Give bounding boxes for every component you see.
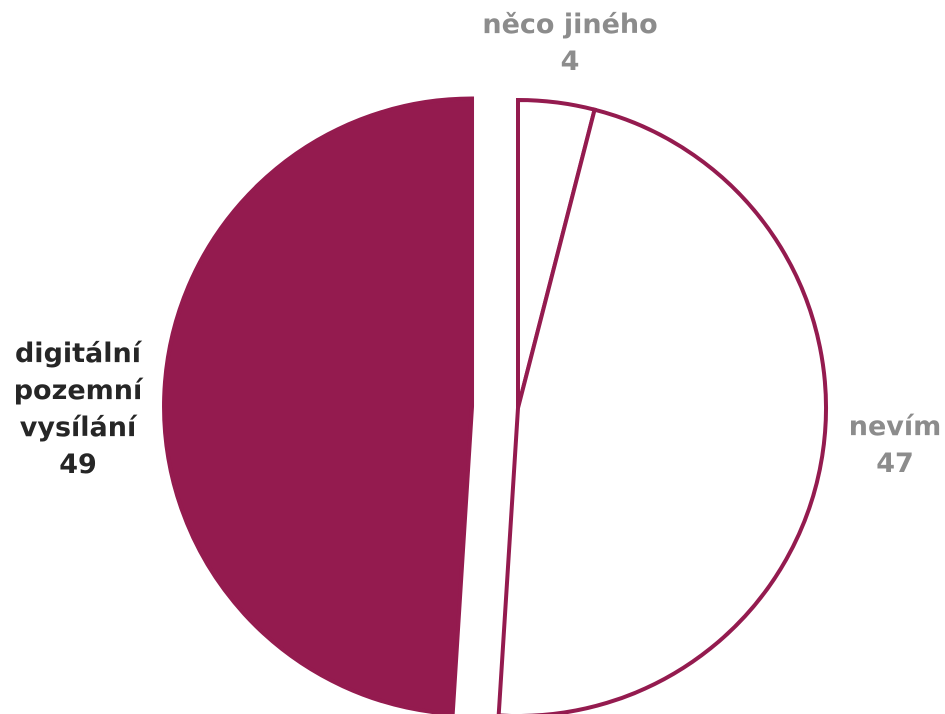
- pie-slices: [162, 96, 828, 714]
- pie-slice: [496, 107, 828, 714]
- slice-category-label: něco jiného: [482, 9, 657, 40]
- slice-labels: něco jiného 4 nevím 47 digitální pozemní vysíl…: [14, 9, 942, 480]
- slice-label: nevím 47: [849, 411, 942, 479]
- pie-slice: [162, 96, 475, 714]
- slice-category-label: pozemní: [14, 375, 144, 406]
- slice-value-label: 4: [561, 46, 580, 77]
- slice-label: digitální pozemní vysílání 49: [14, 338, 144, 480]
- slice-category-label: vysílání: [20, 412, 138, 443]
- slice-category-label: nevím: [849, 411, 942, 442]
- slice-value-label: 47: [876, 448, 914, 479]
- slice-value-label: 49: [59, 449, 97, 480]
- slice-label: něco jiného 4: [482, 9, 657, 77]
- slice-category-label: digitální: [15, 338, 143, 369]
